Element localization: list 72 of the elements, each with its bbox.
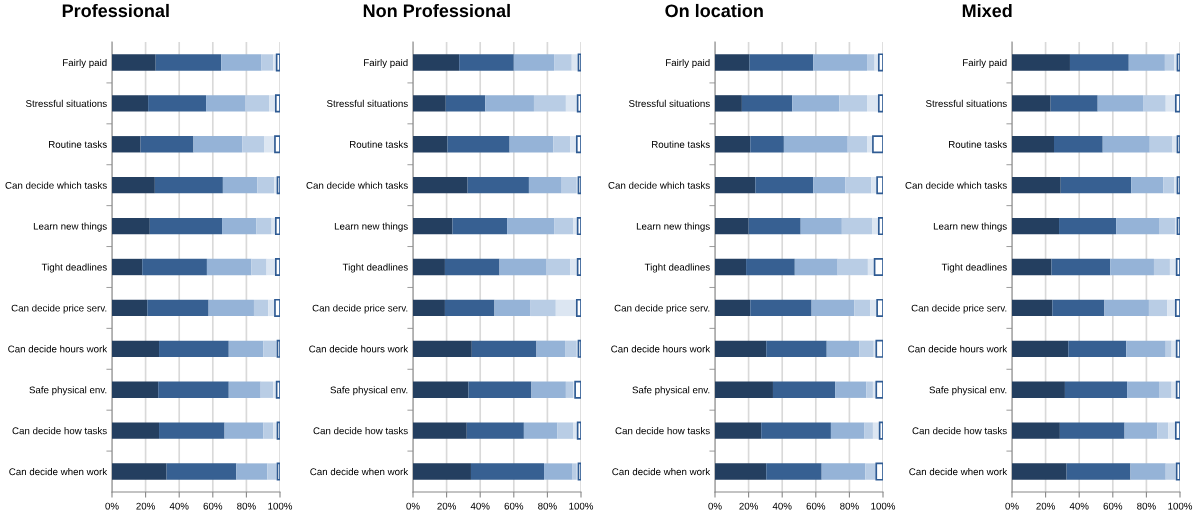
y-tick-label: Can decide which tasks: [608, 181, 710, 189]
y-tick-label: Fairly paid: [963, 58, 1007, 68]
x-tick-label: 20%: [136, 502, 155, 510]
y-tick-label: Can decide hours work: [8, 345, 108, 353]
x-tick-label: 0%: [708, 502, 722, 510]
x-tick-label: 40%: [470, 502, 490, 510]
y-tick-label: Can decide which tasks: [306, 181, 408, 189]
y-tick-label: Can decide how tasks: [912, 427, 1007, 435]
x-tick-label: 60%: [504, 502, 524, 510]
x-tick-label: 100%: [569, 502, 594, 510]
y-tick-label: Tight deadlines: [342, 263, 408, 273]
y-tick-label: Safe physical env.: [632, 386, 710, 396]
x-tick-label: 100%: [871, 502, 896, 510]
x-tick-label: 100%: [1168, 502, 1193, 510]
x-tick-label: 100%: [268, 502, 293, 510]
y-tick-label: Can decide when work: [909, 468, 1008, 476]
x-tick-label: 20%: [437, 502, 456, 510]
x-tick-label: 40%: [169, 502, 189, 510]
y-tick-label: Stressful situations: [628, 99, 710, 107]
y-tick-label: Stressful situations: [326, 99, 408, 107]
y-tick-label: Can decide when work: [9, 468, 108, 476]
y-tick-label: Routine tasks: [949, 140, 1007, 148]
y-tick-label: Can decide how tasks: [313, 427, 408, 435]
y-tick-label: Routine tasks: [49, 140, 107, 148]
y-tick-label: Can decide price serv.: [614, 304, 710, 314]
chart-title: Mixed: [962, 3, 1012, 18]
y-tick-label: Can decide hours work: [908, 345, 1008, 353]
x-tick-label: 0%: [105, 502, 119, 510]
x-tick-label: 40%: [772, 502, 792, 510]
y-tick-label: Can decide when work: [310, 468, 409, 476]
y-tick-label: Learn new things: [334, 222, 408, 232]
y-tick-label: Can decide how tasks: [615, 427, 710, 435]
chart-title: On location: [665, 3, 763, 18]
x-tick-label: 80%: [237, 502, 256, 510]
x-tick-label: 40%: [1069, 502, 1089, 510]
x-tick-label: 20%: [739, 502, 758, 510]
y-tick-label: Can decide which tasks: [905, 181, 1007, 189]
y-tick-label: Can decide when work: [612, 468, 711, 476]
y-tick-label: Routine tasks: [652, 140, 710, 148]
y-tick-label: Tight deadlines: [644, 263, 710, 273]
x-tick-label: 80%: [538, 502, 557, 510]
y-tick-label: Can decide hours work: [611, 345, 711, 353]
y-tick-label: Learn new things: [33, 222, 107, 232]
x-tick-label: 0%: [1005, 502, 1019, 510]
x-tick-label: 20%: [1036, 502, 1055, 510]
y-tick-label: Safe physical env.: [330, 386, 408, 396]
y-tick-label: Routine tasks: [350, 140, 408, 148]
y-tick-label: Fairly paid: [666, 58, 710, 68]
y-tick-label: Stressful situations: [925, 99, 1007, 107]
y-tick-label: Tight deadlines: [41, 263, 107, 273]
y-tick-label: Safe physical env.: [929, 386, 1007, 396]
y-tick-label: Fairly paid: [364, 58, 408, 68]
x-tick-label: 60%: [806, 502, 826, 510]
y-tick-label: Stressful situations: [25, 99, 107, 107]
y-tick-label: Can decide hours work: [309, 345, 409, 353]
y-tick-label: Fairly paid: [63, 58, 107, 68]
x-tick-label: 0%: [406, 502, 420, 510]
chart-title: Professional: [62, 3, 169, 18]
y-tick-label: Safe physical env.: [29, 386, 107, 396]
x-tick-label: 80%: [1137, 502, 1156, 510]
chart-title: Non Professional: [363, 3, 510, 18]
y-tick-label: Learn new things: [636, 222, 710, 232]
x-tick-label: 60%: [1103, 502, 1123, 510]
y-tick-label: Can decide price serv.: [911, 304, 1007, 314]
x-tick-label: 60%: [203, 502, 223, 510]
y-tick-label: Can decide which tasks: [5, 181, 107, 189]
x-tick-label: 80%: [840, 502, 859, 510]
y-tick-label: Tight deadlines: [941, 263, 1007, 273]
y-tick-label: Can decide how tasks: [12, 427, 107, 435]
y-tick-label: Can decide price serv.: [312, 304, 408, 314]
y-tick-label: Learn new things: [933, 222, 1007, 232]
y-tick-label: Can decide price serv.: [11, 304, 107, 314]
